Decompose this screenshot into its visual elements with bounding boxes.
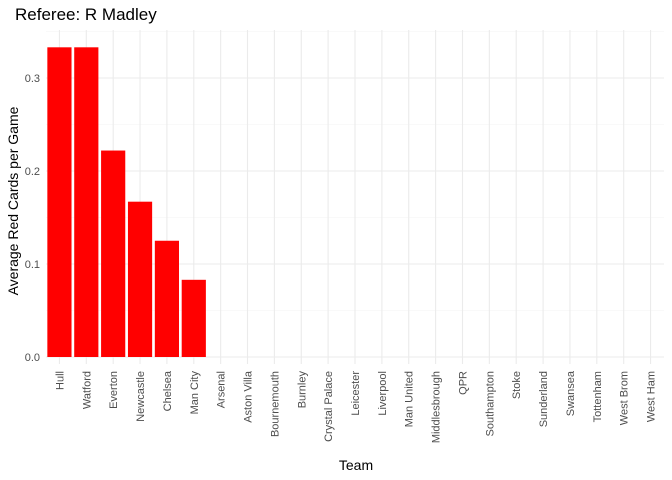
x-tick-label: Chelsea	[162, 370, 174, 411]
x-tick-label: Man United	[404, 371, 416, 427]
x-tick-label: Newcastle	[135, 371, 147, 422]
x-tick-label: Aston Villa	[243, 370, 255, 423]
x-tick-label: Arsenal	[216, 371, 228, 408]
bar	[154, 240, 180, 357]
y-tick-label: 0.1	[25, 259, 40, 271]
bars	[47, 47, 206, 358]
x-tick-label: Everton	[108, 371, 120, 409]
bar	[101, 150, 126, 357]
y-tick-label: 0.2	[25, 166, 40, 178]
x-axis-title: Team	[339, 457, 373, 473]
y-tick-label: 0.3	[25, 73, 40, 85]
x-tick-label: Burnley	[296, 371, 308, 409]
x-tick-label: Crystal Palace	[323, 371, 335, 442]
x-tick-label: West Ham	[646, 371, 658, 422]
x-axis-ticks: Hull Watford Everton Newcastle Chelsea Man Ci…	[54, 370, 657, 443]
x-tick-label: Sunderland	[538, 371, 550, 427]
x-tick-label: West Brom	[619, 371, 631, 425]
x-tick-label: Watford	[81, 371, 93, 409]
x-tick-label: Swansea	[565, 370, 577, 416]
x-tick-label: Tottenham	[592, 371, 604, 422]
x-tick-label: Middlesbrough	[431, 371, 443, 443]
x-tick-label: Liverpool	[377, 371, 389, 416]
x-tick-label: Southampton	[484, 371, 496, 436]
x-tick-label: Man City	[189, 371, 201, 415]
x-tick-label: QPR	[457, 371, 469, 395]
x-tick-label: Hull	[54, 371, 66, 390]
bar	[127, 201, 153, 357]
chart-title: Referee: R Madley	[15, 5, 157, 24]
x-tick-label: Stoke	[511, 371, 523, 399]
bar	[181, 279, 206, 357]
y-tick-label: 0.0	[25, 352, 40, 364]
x-tick-label: Leicester	[350, 371, 362, 416]
bar	[74, 47, 99, 358]
x-tick-label: Bournemouth	[269, 371, 281, 437]
y-axis-title: Average Red Cards per Game	[5, 106, 21, 295]
y-axis-ticks: 0.0 0.1 0.2 0.3	[25, 73, 40, 364]
bar	[47, 47, 72, 358]
